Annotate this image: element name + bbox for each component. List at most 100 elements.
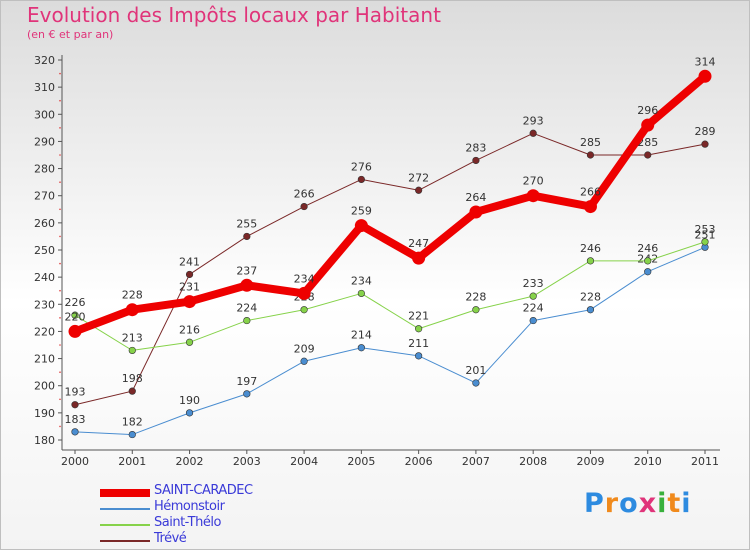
data-label-tr-v-: 272 [408, 171, 429, 184]
y-tick-label: 190 [34, 407, 55, 420]
x-tick-label: 2004 [290, 455, 318, 468]
data-label-saint-caradec: 231 [179, 281, 200, 294]
data-label-tr-v-: 276 [351, 160, 372, 173]
data-point-saint-th-lo [128, 346, 136, 355]
data-point-tr-v- [644, 151, 652, 159]
data-label-tr-v-: 266 [294, 188, 315, 201]
data-label-h-monstoir: 214 [351, 329, 372, 342]
data-point-tr-v- [357, 175, 365, 184]
data-label-saint-caradec: 270 [523, 175, 544, 188]
data-label-tr-v-: 198 [122, 372, 143, 385]
data-point-saint-th-lo [472, 306, 480, 314]
data-point-saint-caradec [125, 303, 139, 317]
data-label-saint-th-lo: 234 [351, 274, 372, 287]
legend-swatch-tr-v- [100, 540, 150, 542]
data-point-saint-caradec [698, 69, 712, 83]
data-label-saint-caradec: 234 [294, 272, 315, 285]
data-label-saint-th-lo: 246 [580, 242, 601, 255]
data-point-h-monstoir [586, 306, 595, 314]
chart-title: Evolution des Impôts locaux par Habitant [27, 3, 441, 27]
data-point-saint-caradec [641, 118, 655, 132]
series-line-tr-v- [74, 132, 706, 406]
data-label-saint-th-lo: 226 [65, 296, 86, 309]
data-point-tr-v- [185, 270, 194, 279]
data-point-saint-th-lo [415, 325, 423, 333]
legend-swatch-saint-th-lo [100, 524, 150, 526]
data-label-h-monstoir: 183 [65, 413, 86, 426]
data-point-saint-caradec [354, 219, 368, 233]
data-label-saint-caradec: 237 [236, 264, 257, 277]
logo-letter: i [681, 488, 692, 519]
y-minor-tick [59, 127, 61, 129]
data-point-tr-v- [415, 186, 423, 194]
data-point-tr-v- [586, 151, 595, 159]
data-point-saint-caradec [412, 251, 426, 265]
data-point-h-monstoir [300, 357, 308, 365]
series-line-saint-th-lo [74, 241, 706, 351]
logo-letter: o [619, 488, 639, 519]
data-label-h-monstoir: 201 [465, 364, 486, 377]
y-tick-label: 310 [34, 81, 55, 94]
x-tick-label: 2002 [176, 455, 204, 468]
data-label-tr-v-: 283 [465, 141, 486, 154]
data-label-saint-caradec: 220 [65, 310, 86, 323]
legend-label-tr-v-: Trévé [154, 531, 187, 546]
series-line-h-monstoir [74, 246, 706, 436]
data-point-tr-v- [71, 401, 79, 409]
data-label-h-monstoir: 182 [122, 416, 143, 429]
legend-label-saint-th-lo: Saint-Thélo [154, 515, 221, 530]
data-label-saint-th-lo: 253 [695, 223, 716, 236]
y-minor-tick [59, 181, 61, 183]
y-minor-tick [59, 154, 61, 156]
x-tick-label: 2009 [576, 455, 604, 468]
data-label-tr-v-: 293 [523, 114, 544, 127]
data-point-h-monstoir [529, 316, 537, 325]
y-minor-tick [59, 208, 61, 211]
data-label-saint-caradec: 266 [580, 186, 601, 199]
y-minor-tick [59, 317, 61, 319]
proxiti-logo: Proxiti [584, 488, 692, 519]
legend-label-saint-caradec: SAINT-CARADEC [154, 483, 253, 498]
x-tick-label: 2001 [118, 455, 146, 468]
data-label-tr-v-: 285 [580, 136, 601, 149]
x-tick-label: 2000 [61, 455, 89, 468]
y-tick-label: 260 [34, 217, 55, 230]
series-line-saint-caradec [71, 72, 709, 336]
logo-letter: P [584, 488, 605, 519]
data-point-saint-th-lo [529, 292, 537, 300]
data-label-tr-v-: 289 [695, 125, 716, 138]
data-label-saint-caradec: 314 [695, 55, 716, 68]
data-point-saint-caradec [469, 205, 483, 219]
data-point-saint-th-lo [71, 311, 79, 319]
y-tick-label: 230 [34, 298, 55, 311]
logo-letter: x [638, 488, 658, 519]
y-minor-tick [59, 262, 61, 265]
legend-swatch-h-monstoir [100, 508, 150, 510]
data-point-h-monstoir [472, 379, 480, 387]
data-point-saint-th-lo [300, 306, 308, 314]
data-point-h-monstoir [185, 409, 194, 417]
data-label-h-monstoir: 209 [294, 342, 315, 355]
y-tick-label: 270 [34, 190, 55, 203]
data-point-h-monstoir [71, 428, 79, 436]
x-tick-label: 2006 [405, 455, 433, 468]
y-tick-label: 200 [34, 380, 55, 393]
data-point-saint-caradec [583, 200, 597, 214]
data-point-saint-th-lo [357, 289, 365, 298]
data-label-saint-th-lo: 221 [408, 310, 429, 323]
data-point-saint-th-lo [243, 316, 251, 325]
logo-letter: t [667, 488, 682, 519]
data-point-saint-th-lo [701, 238, 709, 246]
legend-label-h-monstoir: Hémonstoir [154, 499, 225, 514]
x-tick-label: 2007 [462, 455, 490, 468]
y-minor-tick [59, 398, 61, 401]
data-label-saint-caradec: 228 [122, 289, 143, 302]
data-point-saint-caradec [240, 278, 254, 292]
chart-subtitle: (en € et par an) [27, 28, 114, 41]
y-tick-label: 220 [34, 325, 55, 338]
y-minor-tick [59, 235, 61, 238]
data-label-saint-caradec: 259 [351, 205, 372, 218]
data-point-tr-v- [128, 387, 136, 395]
